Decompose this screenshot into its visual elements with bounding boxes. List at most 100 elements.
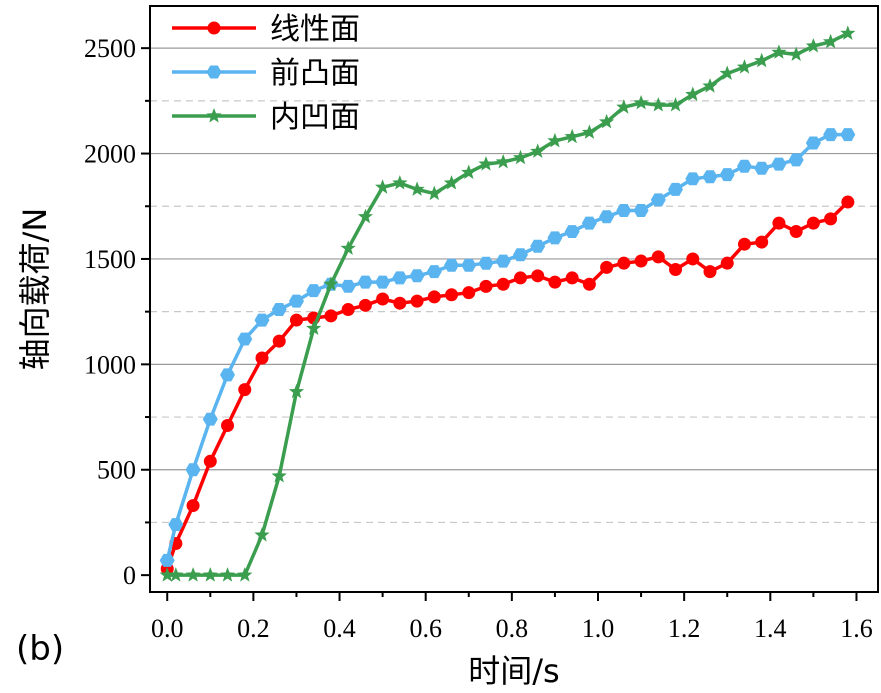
data-point-convex: [409, 269, 425, 283]
data-point-concave: [478, 156, 494, 171]
y-tick-label: 500: [97, 456, 136, 485]
data-point-concave: [564, 128, 580, 144]
x-tick-label: 0.8: [496, 614, 529, 643]
data-point-convex: [289, 294, 304, 308]
data-point-linear: [720, 256, 734, 270]
data-point-linear: [634, 254, 648, 268]
data-point-convex: [737, 159, 752, 173]
data-point-concave: [599, 113, 615, 129]
data-point-linear: [376, 292, 390, 306]
data-point-concave: [357, 208, 373, 224]
x-tick-label: 1.4: [754, 614, 787, 643]
data-point-concave: [823, 33, 839, 49]
x-tick-label: 1.0: [582, 614, 615, 643]
data-point-convex: [444, 258, 459, 272]
data-point-concave: [633, 95, 649, 110]
data-point-linear: [324, 309, 338, 323]
panel-label: (b): [16, 629, 64, 669]
data-point-linear: [513, 271, 527, 285]
data-point-linear: [600, 260, 614, 274]
data-point-linear: [358, 298, 372, 312]
data-point-concave: [323, 276, 339, 291]
data-point-concave: [306, 320, 322, 335]
data-point-convex: [547, 231, 563, 245]
x-tick-label: 0.6: [409, 614, 442, 643]
data-point-concave: [754, 52, 770, 68]
data-point-linear: [531, 269, 545, 283]
data-point-convex: [633, 204, 649, 217]
data-point-linear: [824, 212, 838, 226]
data-point-convex: [159, 553, 175, 567]
data-point-concave: [547, 132, 563, 148]
data-point-convex: [823, 128, 839, 142]
data-point-concave: [168, 567, 184, 582]
data-point-concave: [375, 179, 391, 194]
plot-frame: [149, 5, 879, 593]
data-point-linear: [427, 290, 441, 304]
data-point-linear: [651, 250, 665, 264]
data-point-linear: [203, 454, 217, 468]
data-point-linear: [393, 296, 407, 310]
data-point-convex: [650, 193, 666, 207]
data-point-convex: [340, 279, 356, 293]
data-point-linear: [341, 303, 355, 317]
y-tick-label: 1000: [84, 350, 136, 379]
x-axis-title: 时间/s: [468, 652, 559, 690]
data-point-concave: [736, 59, 753, 74]
data-point-concave: [702, 78, 718, 93]
data-point-convex: [771, 157, 787, 171]
data-point-linear: [462, 286, 476, 300]
data-point-convex: [719, 168, 735, 182]
data-point-concave: [685, 86, 701, 101]
data-point-concave: [805, 38, 821, 53]
data-point-linear: [565, 271, 579, 285]
data-point-convex: [581, 216, 597, 230]
data-point-concave: [202, 567, 218, 582]
data-point-linear: [669, 262, 683, 276]
data-point-concave: [530, 143, 546, 158]
data-point-concave: [426, 185, 442, 201]
data-point-convex: [392, 271, 408, 285]
data-point-convex: [271, 303, 287, 316]
data-point-linear: [272, 334, 286, 348]
data-point-convex: [375, 275, 391, 289]
data-point-convex: [202, 412, 218, 426]
legend-marker-convex: [206, 65, 222, 79]
x-tick-label: 0.4: [323, 614, 356, 643]
y-axis-title: 轴向载荷/N: [16, 208, 54, 371]
data-point-linear: [772, 216, 786, 230]
data-point-concave: [461, 164, 477, 179]
data-point-linear: [841, 195, 855, 209]
data-point-convex: [220, 368, 235, 382]
series-line-convex: [165, 132, 848, 561]
data-point-linear: [789, 225, 803, 239]
data-point-concave: [288, 383, 305, 399]
data-point-linear: [238, 383, 252, 397]
data-point-linear: [737, 237, 751, 251]
data-point-concave: [254, 527, 270, 542]
data-point-convex: [461, 258, 477, 272]
data-point-convex: [168, 518, 184, 531]
data-point-convex: [685, 172, 701, 186]
data-point-linear: [221, 418, 235, 432]
data-point-concave: [840, 25, 856, 40]
legend-label-linear: 线性面: [270, 12, 360, 47]
data-point-convex: [306, 284, 322, 298]
axis-ticks: 0.0 0.2 0.4 0.6 0.8 1.0 1.2 1.4 1.6 0 500 1000 1500 2…: [84, 34, 873, 643]
data-point-concave: [340, 240, 356, 255]
data-point-convex: [478, 256, 494, 270]
data-point-convex: [513, 248, 528, 262]
data-point-concave: [616, 99, 632, 114]
data-point-linear: [445, 288, 459, 302]
data-point-convex: [788, 153, 804, 167]
data-point-concave: [237, 567, 253, 582]
data-point-linear: [703, 265, 717, 279]
data-point-convex: [564, 225, 580, 238]
x-tick-label: 0.2: [237, 614, 270, 643]
data-point-linear: [755, 235, 769, 249]
data-point-concave: [771, 44, 787, 59]
data-point-concave: [650, 97, 666, 112]
data-point-convex: [840, 128, 856, 142]
data-point-concave: [271, 468, 287, 483]
